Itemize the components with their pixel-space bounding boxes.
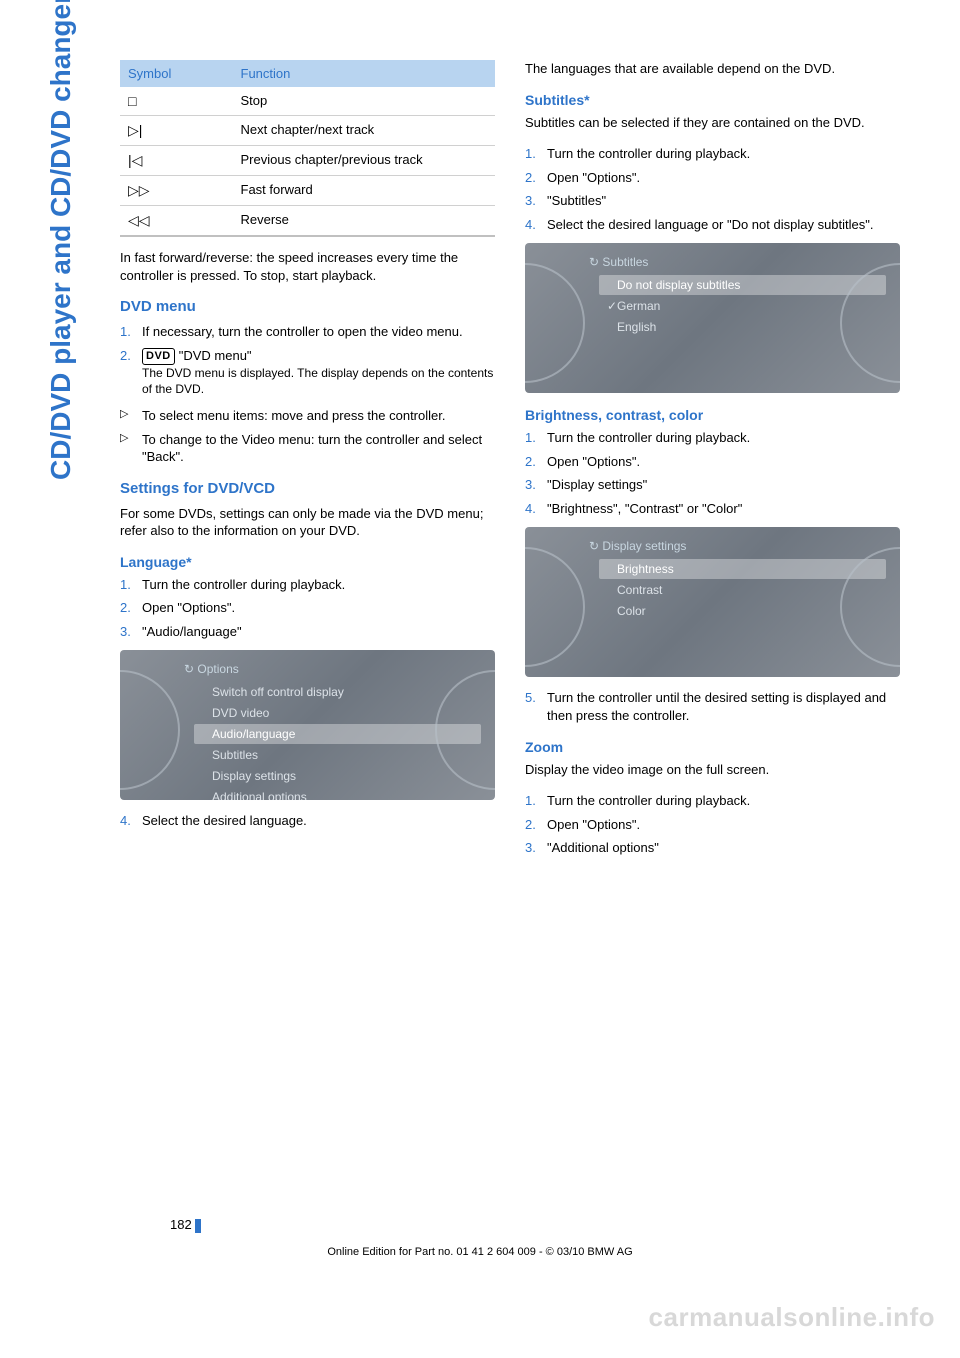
settings-heading: Settings for DVD/VCD	[120, 480, 495, 497]
language-steps: Turn the controller during playback. Ope…	[120, 576, 495, 641]
screenshot-menu: Do not display subtitlesGermanEnglish	[539, 275, 886, 337]
language-note: The languages that are available depend …	[525, 60, 900, 78]
list-item: "Audio/language"	[120, 623, 495, 641]
symbol-function-table: Symbol Function □Stop ▷|Next chapter/nex…	[120, 60, 495, 237]
list-item: Turn the controller during playback.	[525, 792, 900, 810]
display-settings-screenshot: ↻ Display settings BrightnessContrastCol…	[525, 527, 900, 677]
list-item: Turn the controller during playback.	[120, 576, 495, 594]
list-item: "Additional options"	[525, 839, 900, 857]
options-screenshot: ↻ Options Switch off control displayDVD …	[120, 650, 495, 800]
right-column: The languages that are available depend …	[525, 60, 900, 867]
language-steps-cont: Select the desired language.	[120, 812, 495, 830]
settings-text: For some DVDs, settings can only be made…	[120, 505, 495, 540]
next-track-icon: ▷|	[120, 116, 233, 146]
dvd-menu-heading: DVD menu	[120, 298, 495, 315]
language-heading: Language*	[120, 554, 495, 570]
screenshot-menu: Switch off control displayDVD videoAudio…	[134, 682, 481, 800]
list-item: Open "Options".	[120, 599, 495, 617]
table-row: |◁Previous chapter/previous track	[120, 146, 495, 176]
subtitles-steps: Turn the controller during playback. Ope…	[525, 145, 900, 233]
prev-track-icon: |◁	[120, 146, 233, 176]
list-item: "Display settings"	[525, 476, 900, 494]
reverse-icon: ◁◁	[120, 206, 233, 237]
table-cell: Reverse	[233, 206, 496, 237]
screenshot-menu-item: Additional options	[194, 787, 481, 800]
table-cell: Previous chapter/previous track	[233, 146, 496, 176]
subtitles-text: Subtitles can be selected if they are co…	[525, 114, 900, 132]
table-header-function: Function	[233, 60, 496, 87]
list-item: Select the desired language.	[120, 812, 495, 830]
list-item: Turn the controller during playback.	[525, 145, 900, 163]
table-cell: Next chapter/next track	[233, 116, 496, 146]
subtitles-heading: Subtitles*	[525, 92, 900, 108]
subtitles-screenshot: ↻ Subtitles Do not display subtitlesGerm…	[525, 243, 900, 393]
list-item: Open "Options".	[525, 453, 900, 471]
list-item-text: "DVD menu"	[179, 348, 252, 363]
list-item: Turn the controller during playback.	[525, 429, 900, 447]
left-column: Symbol Function □Stop ▷|Next chapter/nex…	[120, 60, 495, 867]
screenshot-menu-item: Do not display subtitles	[599, 275, 886, 295]
list-item: Select the desired language or "Do not d…	[525, 216, 900, 234]
screenshot-title: ↻ Options	[134, 662, 481, 676]
list-item: To change to the Video menu: turn the co…	[120, 431, 495, 466]
list-item: Open "Options".	[525, 816, 900, 834]
screenshot-title: ↻ Subtitles	[539, 255, 886, 269]
zoom-steps: Turn the controller during playback. Ope…	[525, 792, 900, 857]
table-header-symbol: Symbol	[120, 60, 233, 87]
list-item-subtext: The DVD menu is displayed. The display d…	[142, 365, 495, 397]
list-item: Turn the controller until the desired se…	[525, 689, 900, 724]
fast-forward-icon: ▷▷	[120, 176, 233, 206]
page-number-bar	[195, 1219, 201, 1233]
list-item: If necessary, turn the controller to ope…	[120, 323, 495, 341]
screenshot-menu-item: Display settings	[194, 766, 481, 786]
screenshot-menu-item: Switch off control display	[194, 682, 481, 702]
list-item: Open "Options".	[525, 169, 900, 187]
dvd-icon: DVD	[142, 348, 175, 365]
table-row: □Stop	[120, 87, 495, 116]
table-row: ▷▷Fast forward	[120, 176, 495, 206]
table-row: ◁◁Reverse	[120, 206, 495, 237]
list-item: "Brightness", "Contrast" or "Color"	[525, 500, 900, 518]
table-cell: Fast forward	[233, 176, 496, 206]
bcc-steps: Turn the controller during playback. Ope…	[525, 429, 900, 517]
screenshot-title: ↻ Display settings	[539, 539, 886, 553]
table-cell: Stop	[233, 87, 496, 116]
table-row: ▷|Next chapter/next track	[120, 116, 495, 146]
dvd-menu-steps: If necessary, turn the controller to ope…	[120, 323, 495, 397]
list-item: "Subtitles"	[525, 192, 900, 210]
bcc-heading: Brightness, contrast, color	[525, 407, 900, 423]
screenshot-menu: BrightnessContrastColor	[539, 559, 886, 621]
footer-text: Online Edition for Part no. 01 41 2 604 …	[0, 1246, 960, 1258]
page-number: 182	[170, 1217, 201, 1233]
list-item: To select menu items: move and press the…	[120, 407, 495, 425]
stop-icon: □	[120, 87, 233, 116]
zoom-text: Display the video image on the full scre…	[525, 761, 900, 779]
dvd-menu-bullets: To select menu items: move and press the…	[120, 407, 495, 466]
bcc-steps-cont: Turn the controller until the desired se…	[525, 689, 900, 724]
screenshot-menu-item: Brightness	[599, 559, 886, 579]
zoom-heading: Zoom	[525, 739, 900, 755]
fast-forward-note: In fast forward/reverse: the speed incre…	[120, 249, 495, 284]
list-item: DVD "DVD menu" The DVD menu is displayed.…	[120, 347, 495, 397]
side-chapter-title: CD/DVD player and CD/DVD changer	[45, 0, 77, 480]
watermark: carmanualsonline.info	[649, 1302, 935, 1333]
